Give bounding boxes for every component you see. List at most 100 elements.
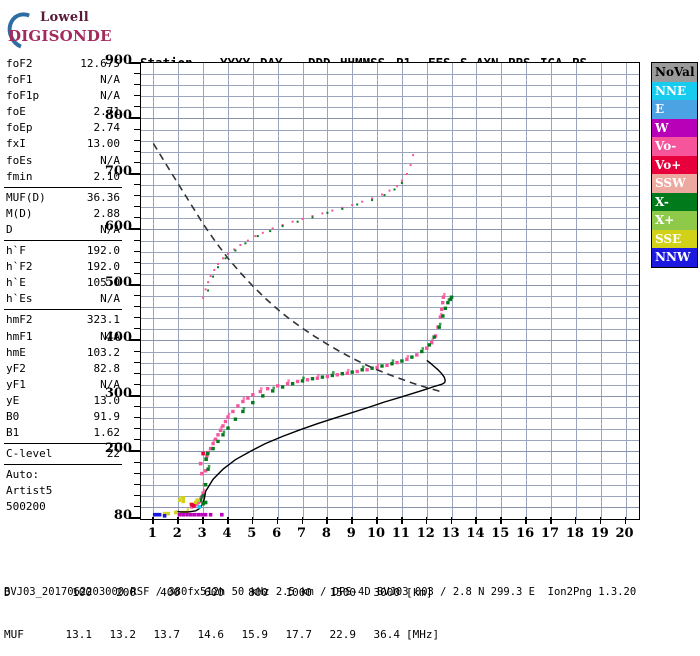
param-row: fmin 2.10 [4, 169, 122, 185]
footer-value: 13.2 [109, 628, 137, 641]
param-key: h`Es [6, 292, 33, 306]
gridline-v [526, 63, 528, 519]
param-key: h`E [6, 276, 26, 290]
series-3 [207, 181, 403, 292]
legend-item-vo[interactable]: Vo+ [652, 155, 697, 174]
gridline-h [141, 262, 639, 264]
gridline-h [141, 340, 639, 342]
gridline-v [451, 63, 453, 519]
gridline-v [203, 63, 205, 519]
param-row: foEp 2.74 [4, 120, 122, 136]
param-row: fxI 13.00 [4, 136, 122, 152]
source-file-line: BVJ03_2017062203000.RSF / 380fx512h 50 k… [4, 586, 637, 598]
x-axis-label: 19 [590, 526, 609, 541]
param-value: N/A [100, 89, 120, 103]
x-axis-label: 8 [321, 526, 331, 541]
y-tick [129, 172, 140, 175]
param-value: 2.88 [93, 206, 121, 220]
gridline-v [501, 63, 503, 519]
auto-text: Artist5 [6, 484, 53, 498]
gridline-v [252, 63, 254, 519]
x-axis-label: 4 [222, 526, 232, 541]
param-divider [4, 464, 122, 466]
param-row: hmF1 N/A [4, 329, 122, 345]
auto-auto_name: Artist5 [4, 483, 122, 499]
param-value: 82.8 [93, 361, 121, 375]
legend-item-ssw[interactable]: SSW [652, 174, 697, 193]
footer-value: 14.6 [197, 628, 225, 641]
param-key: hmF2 [6, 313, 33, 327]
param-row: D N/A [4, 222, 122, 238]
x-axis-label: 20 [615, 526, 634, 541]
x-axis-label: 18 [565, 526, 584, 541]
param-value: N/A [100, 153, 120, 167]
gridline-v [227, 63, 229, 519]
legend-item-x[interactable]: X+ [652, 211, 697, 230]
param-row: h`Es N/A [4, 291, 122, 307]
legend-item-nne[interactable]: NNE [652, 81, 697, 100]
e-region-clutter [152, 451, 224, 518]
param-key: foF1 [6, 73, 33, 87]
gridline-v [277, 63, 279, 519]
param-row: MUF(D) 36.36 [4, 190, 122, 206]
x-axis-label: 1 [147, 526, 157, 541]
param-value: 12.675 [80, 57, 120, 70]
legend-item-nnw[interactable]: NNW [652, 248, 697, 267]
gridline-h [141, 395, 639, 397]
gridline-h [141, 107, 639, 109]
gridline-h [141, 207, 639, 209]
legend-item-vo[interactable]: Vo- [652, 137, 697, 156]
x-axis-label: 5 [247, 526, 257, 541]
gridline-h [141, 251, 639, 253]
gridline-v [302, 63, 304, 519]
auto-auto_code: 500200 [4, 499, 122, 515]
gridline-h [141, 484, 639, 486]
param-key: foEs [6, 153, 33, 167]
series-6 [175, 359, 446, 513]
param-key: fxI [6, 137, 26, 151]
y-tick [129, 62, 140, 64]
legend-item-x[interactable]: X- [652, 192, 697, 211]
param-key: fmin [6, 169, 33, 183]
footer-value: 22.9 [329, 628, 357, 641]
gridline-h [141, 151, 639, 153]
plot-gridlines [141, 63, 639, 519]
footer-value: 13.7 [153, 628, 181, 641]
footer-value: 1000 [285, 586, 313, 599]
footer-value: 100 [72, 586, 92, 599]
gridline-v [377, 63, 379, 519]
gridline-h [141, 162, 639, 164]
gridline-h [141, 74, 639, 76]
auto-text: Auto: [6, 468, 40, 482]
param-row: B0 91.9 [4, 409, 122, 425]
y-tick [129, 339, 140, 342]
legend-item-w[interactable]: W [652, 118, 697, 137]
x-axis-label: 10 [367, 526, 386, 541]
param-key: B1 [6, 426, 20, 440]
legend-item-noval[interactable]: NoVal [652, 63, 697, 82]
x-axis-label: 13 [441, 526, 460, 541]
gridline-v [352, 63, 354, 519]
legend-item-e[interactable]: E [652, 100, 697, 119]
gridline-h [141, 440, 639, 442]
footer-value: 200 [116, 586, 136, 599]
gridline-h [141, 407, 639, 409]
x-axis-label: 6 [272, 526, 282, 541]
y-tick [129, 450, 140, 452]
param-row: C-level 22 [4, 446, 122, 462]
legend-item-sse[interactable]: SSE [652, 229, 697, 248]
param-row: yE 13.0 [4, 393, 122, 409]
footer-unit: [km] [406, 586, 433, 599]
series-0 [190, 292, 446, 509]
footer-label: MUF [4, 628, 24, 641]
param-value: 192.0 [86, 244, 120, 258]
footer-value: 36.4 [373, 628, 401, 641]
ionogram-plot-area[interactable] [140, 62, 640, 520]
param-value: 22 [106, 447, 120, 461]
footer-unit: [MHz] [406, 628, 440, 641]
x-axis-label: 16 [516, 526, 535, 541]
gridline-h [141, 429, 639, 431]
gridline-h [141, 96, 639, 98]
y-tick [129, 394, 140, 397]
param-key: foE [6, 105, 26, 119]
